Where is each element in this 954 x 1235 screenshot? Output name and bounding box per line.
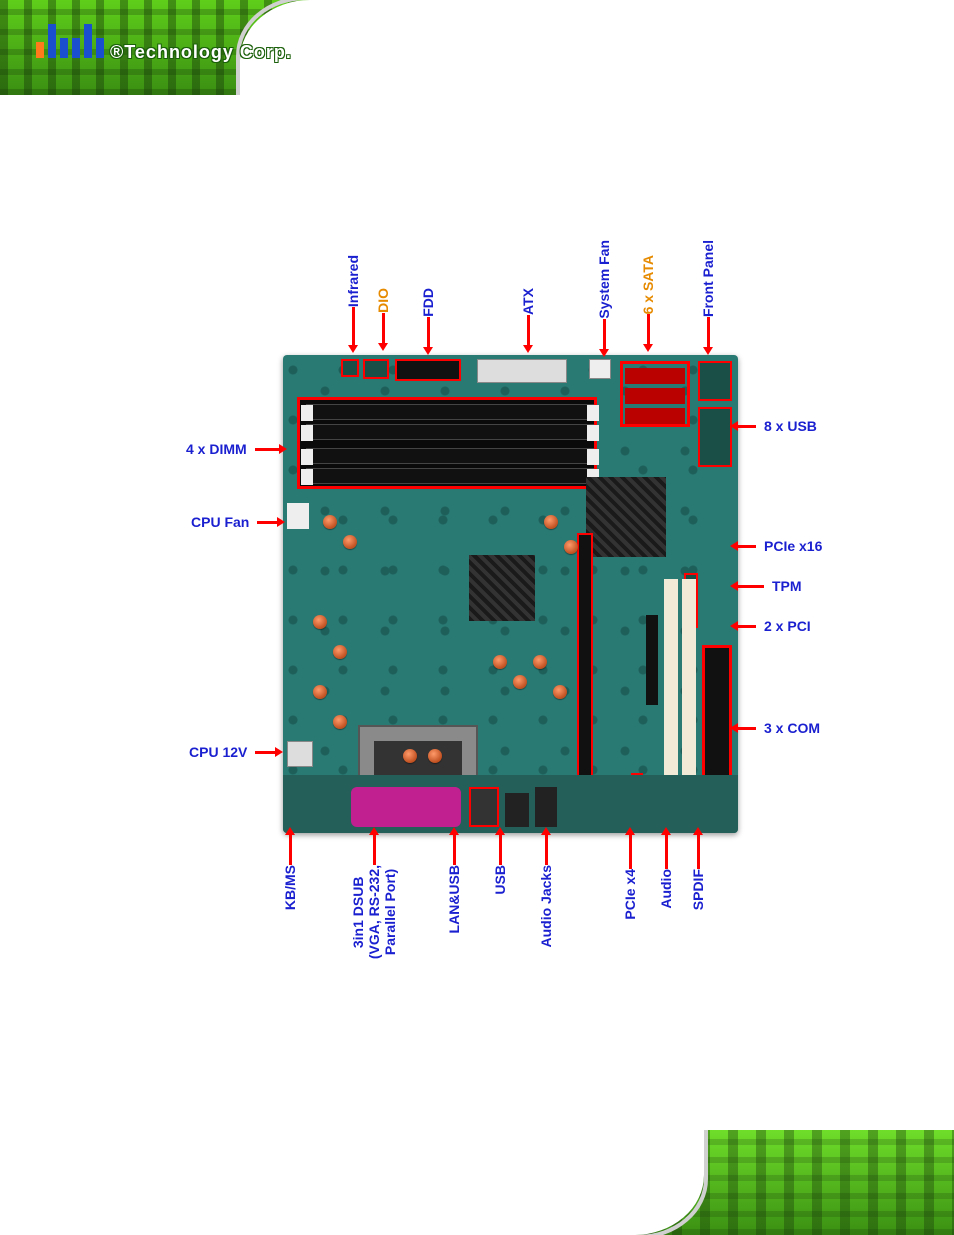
usb-port — [505, 793, 529, 827]
label-com3: 3 x COM — [738, 720, 820, 736]
label-kbms: KB/MS — [282, 835, 298, 910]
label-lan-usb: LAN&USB — [446, 835, 462, 933]
label-dimm: 4 x DIMM — [186, 441, 279, 457]
label-sata: 6 x SATA — [640, 255, 656, 344]
pcie-x4-slot — [646, 615, 658, 705]
dimm-slots — [297, 397, 597, 489]
label-system-fan: System Fan — [596, 240, 612, 349]
lan-usb-connector — [469, 787, 499, 827]
cpu-12v-connector — [287, 741, 313, 767]
footer-band — [0, 1130, 954, 1235]
dio-connector — [363, 359, 389, 379]
cpu-fan-header — [287, 503, 309, 529]
usb-headers — [698, 407, 732, 467]
system-fan-connector — [589, 359, 611, 379]
header-band: ®Technology Corp. — [0, 0, 954, 95]
label-dio: DIO — [375, 288, 391, 343]
label-tpm: TPM — [738, 578, 802, 594]
label-usb8: 8 x USB — [738, 418, 817, 434]
io-shield — [283, 775, 738, 833]
pci-slot-2 — [682, 579, 696, 794]
label-spdif: SPDIF — [690, 835, 706, 910]
dsub-connector — [351, 787, 461, 827]
pcie-x16-slot — [577, 533, 593, 798]
motherboard-diagram: Infrared DIO FDD ATX System Fan 6 x SATA… — [0, 200, 954, 960]
pci-slot-1 — [664, 579, 678, 794]
label-atx: ATX — [520, 288, 536, 345]
label-pcie-x4: PCIe x4 — [622, 835, 638, 920]
header-curve — [240, 0, 954, 95]
label-cpu-fan: CPU Fan — [191, 514, 277, 530]
front-panel-header — [698, 361, 732, 401]
label-audio-jacks: Audio Jacks — [538, 835, 554, 947]
sata-block — [620, 361, 690, 427]
southbridge-heatsink — [469, 555, 535, 621]
northbridge-heatsink — [586, 477, 666, 557]
label-usb: USB — [492, 835, 508, 895]
atx-connector — [477, 359, 567, 383]
label-dsub: 3in1 DSUB (VGA, RS-232, Parallel Port) — [350, 835, 398, 959]
label-cpu-12v: CPU 12V — [189, 744, 275, 760]
footer-curve — [0, 1130, 704, 1235]
motherboard-image — [283, 355, 738, 833]
label-infrared: Infrared — [345, 255, 361, 345]
label-fdd: FDD — [420, 288, 436, 347]
label-pcie-x16: PCIe x16 — [738, 538, 822, 554]
infrared-connector — [341, 359, 359, 377]
label-front-panel: Front Panel — [700, 240, 716, 347]
label-pci2: 2 x PCI — [738, 618, 811, 634]
fdd-connector — [395, 359, 461, 381]
label-audio: Audio — [658, 835, 674, 909]
iei-logo-icon — [36, 24, 104, 58]
logo-text: ®Technology Corp. — [110, 42, 292, 63]
audio-jacks — [535, 787, 557, 827]
